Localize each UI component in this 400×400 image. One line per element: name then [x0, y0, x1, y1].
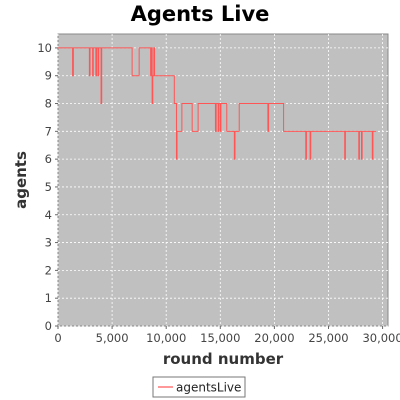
y-tick-label: 2	[45, 263, 52, 277]
legend-box	[152, 376, 246, 398]
series-layer	[58, 47, 377, 160]
y-tick-label: 6	[45, 152, 52, 166]
x-tick-label: 20,000	[254, 331, 294, 345]
y-tick-label: 1	[45, 291, 52, 305]
y-tick-label: 3	[45, 236, 52, 250]
x-tick-label: 30,000	[362, 331, 400, 345]
axis-ticks: 0 1 2 3 4 5 6 7 8 9 10 0 5,000 10,000 15,000 20,000 25,0…	[37, 41, 400, 345]
plot-area	[57, 33, 389, 327]
x-tick-label: 25,000	[308, 331, 348, 345]
y-tick-label: 0	[45, 319, 52, 333]
chart-title: Agents Live	[131, 2, 270, 26]
x-tick-label: 5,000	[96, 331, 129, 345]
x-tick-label: 15,000	[200, 331, 240, 345]
grid-lines	[57, 34, 388, 327]
y-tick-label: 8	[45, 97, 52, 111]
series-line-agentsLive	[58, 47, 377, 160]
y-tick-label: 9	[45, 69, 52, 83]
y-axis-label: agents	[12, 151, 30, 209]
y-tick-label: 7	[45, 124, 52, 138]
x-axis-label: round number	[163, 350, 284, 368]
y-tick-label: 5	[45, 180, 52, 194]
legend-label-agentsLive: agentsLive	[176, 381, 241, 395]
x-tick-label: 10,000	[146, 331, 186, 345]
x-tick-label: 0	[54, 331, 61, 345]
y-tick-label: 4	[45, 208, 52, 222]
y-tick-label: 10	[37, 41, 52, 55]
legend: agentsLive	[152, 376, 246, 398]
